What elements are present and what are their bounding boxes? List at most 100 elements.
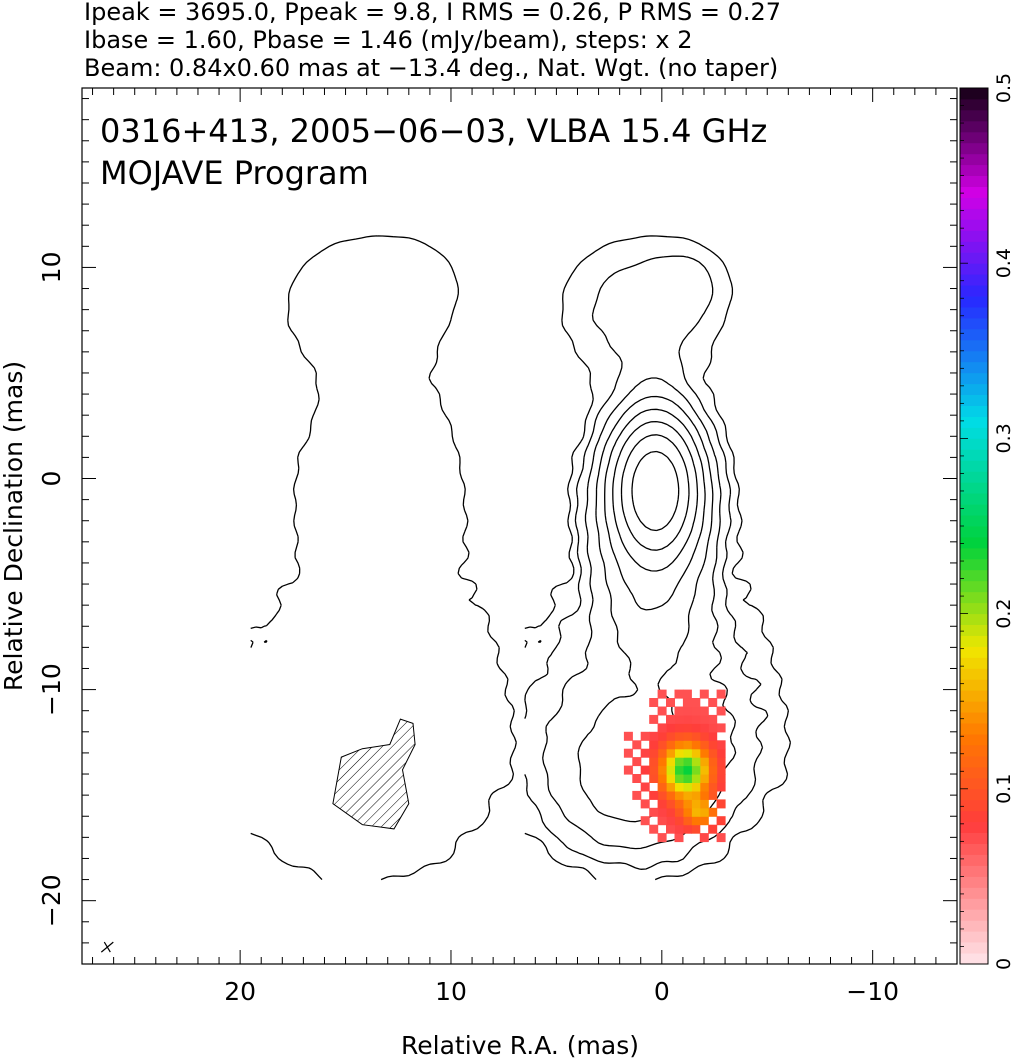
overlay-cell — [716, 723, 726, 733]
overlay-cell — [691, 790, 701, 800]
overlay-cell — [691, 816, 701, 826]
overlay-cell — [716, 748, 726, 758]
overlay-cell — [632, 774, 642, 783]
colorbar-step — [960, 350, 988, 363]
overlay-cell — [708, 698, 718, 707]
colorbar-step — [960, 274, 988, 286]
colorbar-step — [960, 142, 988, 155]
colorbar-step — [960, 745, 988, 757]
colorbar-step — [960, 657, 988, 669]
overlay-cell — [691, 774, 701, 783]
colorbar-step — [960, 460, 988, 472]
contour-panel-left — [250, 235, 517, 881]
y-axis-ticks: 10 0 −10 −20 — [37, 98, 957, 965]
overlay-cell — [674, 714, 684, 724]
overlay-cell — [649, 757, 659, 767]
x-tick-label: 10 — [435, 977, 467, 1006]
overlay-cell — [649, 765, 659, 775]
colorbar-step — [960, 909, 988, 921]
colorbar-step — [960, 219, 988, 231]
overlay-cell — [623, 765, 633, 775]
overlay-cell — [699, 748, 709, 758]
overlay-cell — [691, 824, 701, 834]
overlay-cell — [657, 740, 667, 750]
overlay-cell — [691, 748, 701, 758]
overlay-cell — [716, 833, 726, 843]
overlay-cell — [691, 757, 701, 767]
y-tick-label: −10 — [37, 663, 66, 716]
color-overlay — [623, 689, 726, 843]
colorbar-step — [960, 153, 988, 166]
colorbar-step — [960, 777, 988, 790]
overlay-cell — [640, 748, 650, 758]
colorbar-step — [960, 635, 988, 647]
overlay-cell — [691, 714, 701, 724]
colorbar-step — [960, 591, 988, 604]
overlay-cell — [649, 748, 659, 758]
colorbar-tick-label: 0.4 — [993, 248, 1015, 278]
x-tick-label: 20 — [224, 977, 256, 1006]
colorbar-step — [960, 405, 988, 417]
colorbar-step — [960, 120, 988, 133]
colorbar-step — [960, 317, 988, 330]
colorbar-step — [960, 766, 988, 779]
overlay-cell — [716, 757, 726, 767]
overlay-cell — [649, 790, 659, 800]
x-tick-label: 0 — [654, 977, 670, 1006]
x-tick-label: −10 — [846, 977, 899, 1006]
contour-level-2 — [524, 255, 769, 870]
chart-header: Ipeak = 3695.0, Ppeak = 9.8, I RMS = 0.2… — [84, 0, 781, 82]
colorbar-tick-label: 0.1 — [993, 774, 1015, 804]
colorbar-step — [960, 942, 988, 954]
contour-level-6 — [612, 420, 699, 572]
overlay-cell — [666, 723, 675, 733]
overlay-cell — [699, 740, 709, 750]
overlay-cell — [674, 748, 684, 758]
colorbar-step — [960, 624, 988, 636]
colorbar-step — [960, 515, 988, 527]
overlay-cell — [666, 731, 675, 741]
colorbar-step — [960, 482, 988, 494]
colorbar-step — [960, 931, 988, 943]
colorbar-step — [960, 832, 988, 844]
colorbar-step — [960, 164, 988, 176]
overlay-cell — [716, 689, 726, 699]
overlay-cell — [682, 723, 692, 733]
overlay-cell — [682, 706, 692, 716]
colorbar-step — [960, 569, 988, 582]
overlay-cell — [666, 714, 675, 724]
colorbar-step — [960, 98, 988, 111]
colorbar-step — [960, 898, 988, 910]
overlay-cell — [674, 757, 684, 767]
colorbar-step — [960, 537, 988, 549]
overlay-cell — [682, 816, 692, 826]
overlay-cell — [666, 740, 675, 750]
overlay-cell — [649, 740, 659, 750]
overlay-cell — [699, 833, 709, 843]
colorbar-step — [960, 197, 988, 209]
overlay-cell — [682, 731, 692, 741]
overlay-cell — [691, 807, 701, 817]
overlay-cell — [666, 790, 675, 800]
colorbar-step — [960, 580, 988, 593]
overlay-cell — [666, 774, 675, 783]
colorbar-step — [960, 810, 988, 823]
overlay-cell — [708, 807, 718, 817]
colorbar-step — [960, 854, 988, 866]
header-line-1: Ipeak = 3695.0, Ppeak = 9.8, I RMS = 0.2… — [84, 0, 781, 26]
colorbar-step — [960, 788, 988, 801]
overlay-cell — [657, 765, 667, 775]
overlay-cell — [657, 782, 667, 792]
overlay-cell — [716, 799, 726, 809]
polarization-overlay — [332, 689, 726, 843]
colorbar-step — [960, 876, 988, 888]
overlay-cell — [674, 782, 684, 792]
colorbar-step — [960, 887, 988, 899]
colorbar-step — [960, 416, 988, 428]
overlay-cell — [632, 757, 642, 767]
overlay-cell — [632, 790, 642, 800]
overlay-cell — [666, 757, 675, 767]
colorbar-step — [960, 263, 988, 275]
beam-minor-axis — [103, 941, 111, 953]
contour-level-1 — [250, 235, 517, 881]
